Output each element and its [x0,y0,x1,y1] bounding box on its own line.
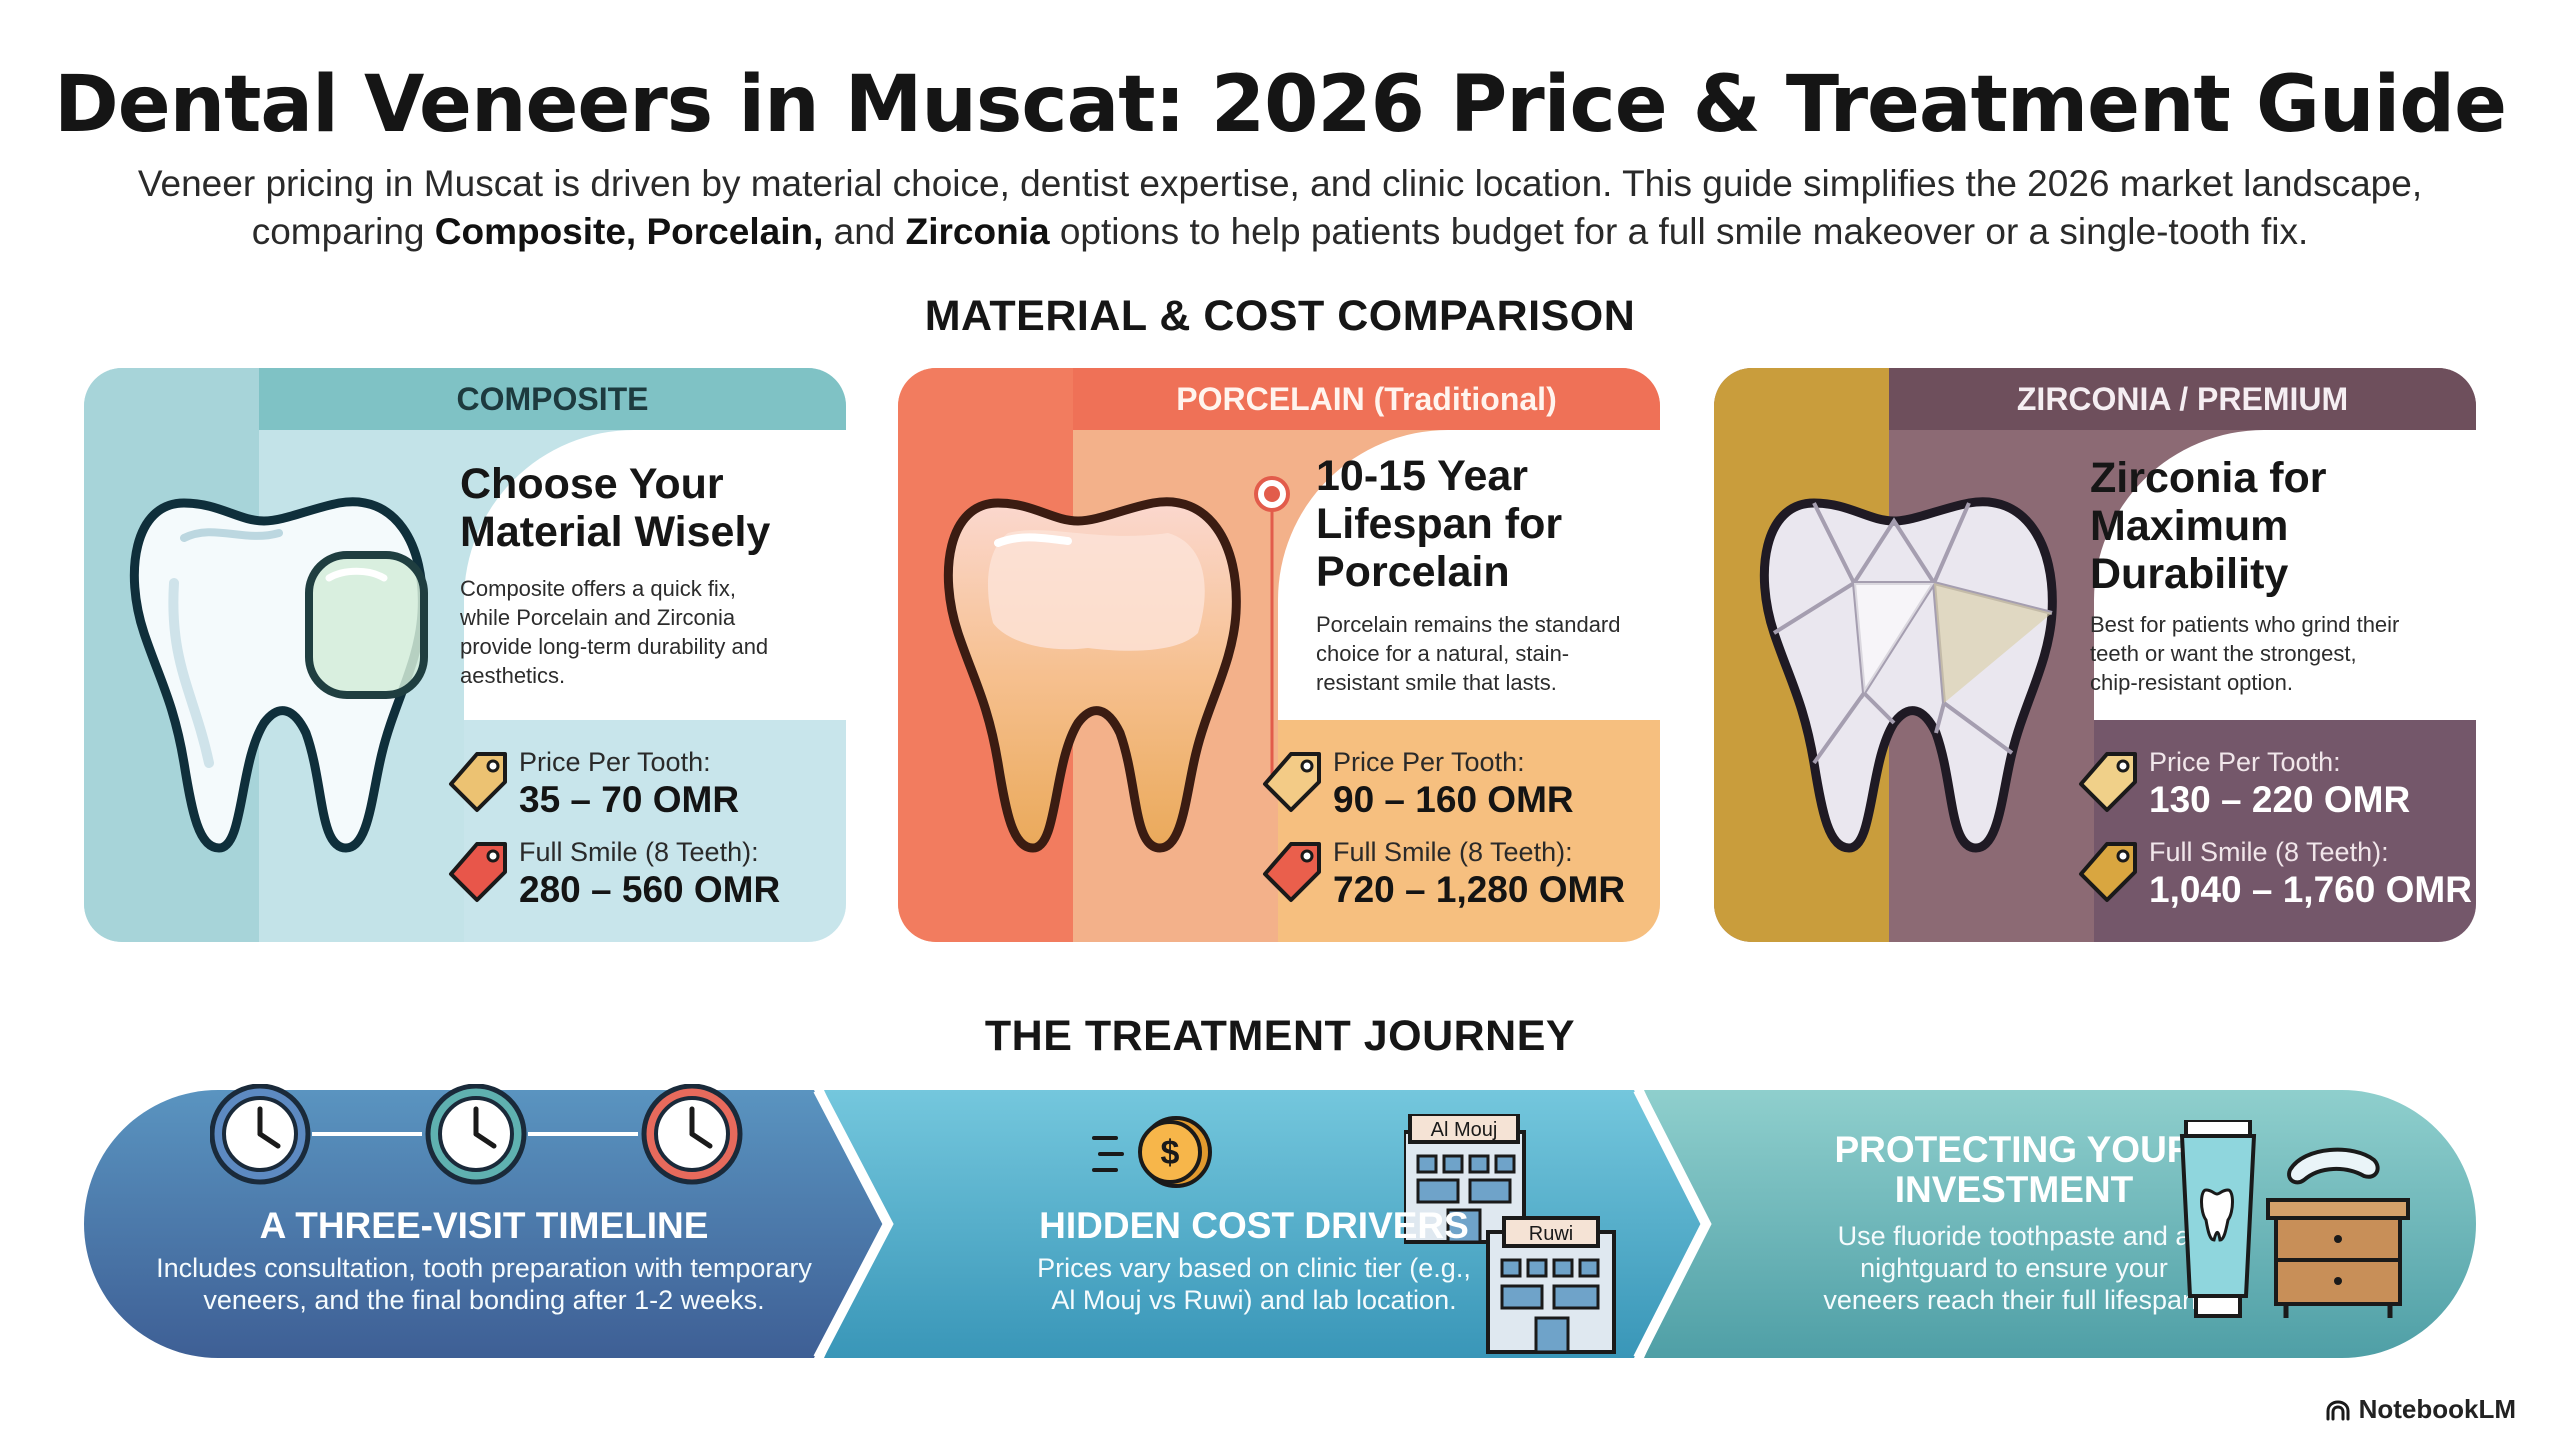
svg-text:Ruwi: Ruwi [1529,1223,1573,1245]
full-smile-price: Full Smile (8 Teeth): 720 – 1,280 OMR [1263,836,1625,912]
clock-icon [425,1084,527,1185]
card-description: Composite offers a quick fix, while Porce… [460,576,769,688]
clock-icon [210,1084,311,1185]
timeline-description: Includes consultation, tooth preparation… [156,1253,812,1315]
price-tag-icon [449,752,507,812]
notebooklm-logo-icon [2326,1399,2350,1420]
intro-paragraph: Veneer pricing in Muscat is driven by ma… [120,160,2440,256]
treatment-journey: A THREE-VISIT TIMELINE Includes consulta… [84,1084,2476,1358]
cost-drivers-description: Prices vary based on clinic tier (e.g., A… [1037,1253,1471,1315]
cost-drivers-title: HIDDEN COST DRIVERS [1039,1205,1469,1246]
price-tag-icon [1263,752,1321,812]
card-description: Porcelain remains the standard choice for… [1316,612,1621,695]
nightguard-icon [2287,1147,2380,1185]
journey-step-3-shape [1644,1090,2476,1358]
zirconia-header: ZIRCONIA / PREMIUM [1889,368,2476,430]
card-title: Choose Your Material Wisely [460,460,771,556]
price-tag-icon [449,842,507,902]
intro-line-1: Veneer pricing in Muscat is driven by ma… [137,163,2423,204]
page-title: Dental Veneers in Muscat: 2026 Price & T… [53,60,2507,150]
clock-timeline [210,1084,743,1185]
porcelain-header: PORCELAIN (Traditional) [1073,368,1660,430]
full-smile-price: Full Smile (8 Teeth): 280 – 560 OMR [449,836,780,912]
price-tag-icon [2079,842,2137,902]
tooth-icon [1759,497,2057,853]
timeline-marker-icon [1254,476,1290,774]
brand-label: NotebookLM [2325,1394,2516,1425]
price-per-tooth: Price Per Tooth: 35 – 70 OMR [449,746,739,822]
porcelain-card: PORCELAIN (Traditional) 10-15 Year Lifesp… [898,368,1660,942]
protecting-description: Use fluoride toothpaste and a nightguard … [1823,1221,2205,1315]
clock-icon [641,1084,743,1185]
tooth-icon [129,497,428,853]
composite-header: COMPOSITE [259,368,846,430]
card-description: Best for patients who grind their teeth o… [2090,612,2400,695]
timeline-title: A THREE-VISIT TIMELINE [259,1205,709,1246]
price-tag-icon [2079,752,2137,812]
card-title: 10-15 Year Lifespan for Porcelain [1316,452,1563,596]
price-per-tooth: Price Per Tooth: 130 – 220 OMR [2079,746,2410,822]
price-panel [2094,720,2476,942]
card-title: Zirconia for Maximum Durability [2090,454,2327,598]
price-per-tooth: Price Per Tooth: 90 – 160 OMR [1263,746,1574,822]
price-tag-icon [1263,842,1321,902]
clinic-building-icon: Al Mouj Ruwi [1404,1114,1616,1354]
intro-line-2: comparing Composite, Porcelain, and Zirc… [251,211,2309,252]
full-smile-price: Full Smile (8 Teeth): 1,040 – 1,760 OMR [2079,836,2472,912]
price-panel [1278,720,1660,942]
tooth-icon [943,497,1241,853]
composite-card: COMPOSITE Choose Your Material Wisely Com… [84,368,846,942]
coin-icon: $ [1092,1116,1212,1188]
protecting-title: PROTECTING YOUR INVESTMENT [1834,1129,2194,1210]
nightstand-icon [2266,1147,2410,1318]
price-panel [464,720,846,942]
zirconia-card: ZIRCONIA / PREMIUM Zirconia for Maximum Du… [1714,368,2476,942]
svg-text:Al Mouj: Al Mouj [1431,1119,1498,1141]
comparison-heading: MATERIAL & COST COMPARISON [924,292,1636,340]
toothpaste-icon [2179,1120,2257,1318]
svg-text:$: $ [1161,1134,1180,1172]
journey-heading: THE TREATMENT JOURNEY [984,1012,1576,1060]
